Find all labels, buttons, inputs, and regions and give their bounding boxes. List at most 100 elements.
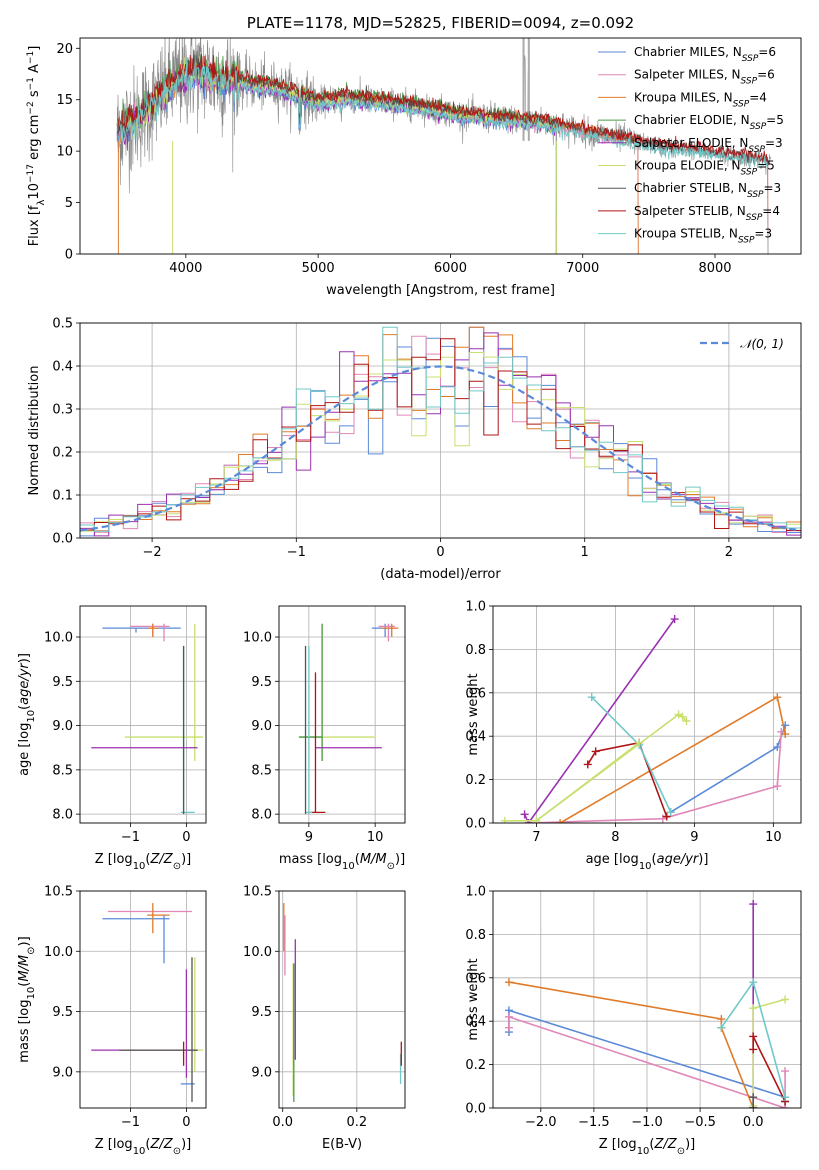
y-tick-label: 10.5 (243, 885, 272, 900)
weight-line-kroupa_elodie (752, 998, 786, 1106)
y-tick-label: 9.5 (251, 675, 272, 690)
x-tick-label: 10 (367, 830, 384, 845)
legend-entry: Chabrier ELODIE, NSSP=5 (634, 113, 784, 132)
x-axis-label: E(B-V) (322, 1137, 362, 1152)
y-tick-label: 0.8 (465, 643, 486, 658)
age_vs_Z-panel: −1 0 8.0 8.5 9.0 9.5 10.0 Z [log10(Z/Z⊙)] age [l… (17, 605, 207, 872)
y-tick-label: 9.0 (251, 719, 272, 734)
weight-marker-salpeter_stelib (583, 760, 592, 769)
y-tick-label: 0.8 (465, 928, 486, 943)
x-tick-label: 0 (182, 830, 190, 845)
legend-entry: Chabrier MILES, NSSP=6 (634, 45, 776, 64)
weight-line-kroupa_miles (508, 981, 754, 1108)
y-tick-label: 1.0 (465, 600, 486, 615)
weight-marker-kroupa_miles (773, 693, 782, 702)
y-tick-label: 0.2 (52, 446, 73, 461)
legend-entry: 𝒩(0, 1) (740, 337, 784, 351)
y-tick-label: 0.3 (52, 403, 73, 418)
masked-region (527, 38, 530, 141)
axes-frame (79, 605, 207, 824)
weight_vs_age-panel: 7 8 9 10 0.0 0.2 0.4 0.6 0.8 1.0 age [log10(age/yr… (465, 600, 802, 872)
y-tick-label: 9.5 (52, 675, 73, 690)
weight-marker-kroupa_miles (717, 1015, 726, 1024)
mass_vs_Z-panel: −1 0 9.0 9.5 10.0 10.5 Z [log10(Z/Z⊙)] mass [lo… (17, 885, 207, 1157)
y-tick-label: 0.0 (465, 817, 486, 832)
weight-marker-salpeter_stelib (662, 812, 671, 821)
chart-title: PLATE=1178, MJD=52825, FIBERID=0094, z=0… (247, 14, 634, 32)
model-spectrum-salpeter_stelib (117, 53, 769, 254)
x-tick-label: 0 (182, 1115, 190, 1130)
normal-curve (80, 365, 799, 532)
x-tick-label: 1 (581, 545, 589, 560)
x-tick-label: 5000 (302, 261, 335, 276)
weight-marker-kroupa_miles (504, 978, 513, 987)
legend-entry: Salpeter STELIB, NSSP=4 (634, 204, 780, 223)
model-spectrum-kroupa_miles (118, 54, 639, 254)
x-tick-label: 0 (436, 545, 444, 560)
residuals-panel: −2 −1 0 1 2 0.0 0.1 0.2 0.3 0.4 0.5 (data-model)/er… (27, 317, 802, 582)
y-tick-label: 9.0 (251, 1065, 272, 1080)
x-tick-label: 0.0 (272, 1115, 293, 1130)
y-tick-label: 9.5 (251, 1005, 272, 1020)
y-tick-label: 20 (56, 42, 73, 57)
x-tick-label: −0.5 (684, 1115, 716, 1130)
weight-marker-kroupa_elodie (749, 1004, 758, 1013)
weight-line-kroupa_elodie (535, 742, 640, 822)
weight-line-kroupa_miles (559, 695, 786, 823)
x-tick-label: 4000 (169, 261, 202, 276)
weight_vs_Z-plot-area (504, 900, 790, 1108)
weight-marker-kroupa_stelib (749, 978, 758, 987)
x-tick-label: 9 (305, 830, 313, 845)
y-tick-label: 9.0 (52, 1065, 73, 1080)
weight-marker-kroupa_stelib (717, 1023, 726, 1032)
weight-marker-kroupa_stelib (781, 1093, 790, 1102)
weight-marker-salpeter_stelib (749, 1045, 758, 1054)
x-axis-label: age [log10(age/yr)] (586, 852, 709, 872)
x-tick-label: −1.5 (578, 1115, 610, 1130)
legend-entry: Kroupa MILES, NSSP=4 (634, 90, 767, 109)
spectrum-panel: 4000 5000 6000 7000 8000 0 5 10 15 20 PLATE=1178, … (26, 14, 802, 298)
weight-marker-salpeter_miles (781, 1067, 790, 1076)
y-tick-label: 0.4 (465, 1015, 486, 1030)
mass_vs_ebv-panel: 0.0 0.2 9.0 9.5 10.0 10.5 E(B-V) (243, 885, 406, 1152)
y-tick-label: 0.2 (465, 773, 486, 788)
residual-histogram-salpeter_stelib (80, 338, 801, 531)
x-axis-label: Z [log10(Z/Z⊙)] (95, 1137, 192, 1157)
axes-frame (278, 605, 406, 824)
y-tick-label: 10.0 (243, 945, 272, 960)
weight-marker-salpeter_elodie (749, 900, 758, 909)
x-tick-label: 8 (611, 830, 619, 845)
y-tick-label: 0.5 (52, 317, 73, 332)
y-tick-label: 10.5 (44, 885, 73, 900)
y-tick-label: 5 (65, 196, 73, 211)
y-tick-label: 10.0 (243, 631, 272, 646)
weight-marker-salpeter_miles (504, 1023, 513, 1032)
mass_vs_Z-plot-area (91, 903, 204, 1102)
legend-entry: Kroupa ELODIE, NSSP=5 (634, 159, 775, 178)
axes-frame (79, 37, 802, 255)
weight-marker-kroupa_miles (781, 730, 790, 739)
y-tick-label: 8.5 (52, 763, 73, 778)
y-tick-label: 0.1 (52, 489, 73, 504)
model-spectrum-kroupa_stelib (118, 58, 769, 254)
axes-frame (79, 322, 802, 539)
y-tick-label: 9.5 (52, 1005, 73, 1020)
legend-entry: Salpeter MILES, NSSP=6 (634, 68, 775, 87)
weight-marker-salpeter_stelib (591, 747, 600, 756)
axes-frame (79, 890, 207, 1109)
weight-line-salpeter_miles (508, 1015, 786, 1108)
weight-marker-salpeter_miles (773, 782, 782, 791)
weight-marker-kroupa_elodie (532, 816, 541, 823)
y-tick-label: 10 (56, 145, 73, 160)
x-tick-label: −1 (121, 1115, 140, 1130)
y-axis-label: Flux [fλ10−17 erg cm−2 s−1 A−1] (26, 46, 47, 247)
axes-frame (492, 890, 802, 1109)
x-tick-label: 10 (765, 830, 782, 845)
age_vs_Z-plot-area (91, 623, 204, 815)
y-tick-label: 0.0 (52, 532, 73, 547)
age_vs_mass-panel: 9 10 8.0 8.5 9.0 9.5 10.0 mass [log10(M/M⊙)] (243, 605, 406, 872)
y-tick-label: 0.4 (52, 360, 73, 375)
x-tick-label: 0.0 (743, 1115, 764, 1130)
x-tick-label: −2.0 (525, 1115, 557, 1130)
spectrum-plot-area (116, 38, 771, 254)
